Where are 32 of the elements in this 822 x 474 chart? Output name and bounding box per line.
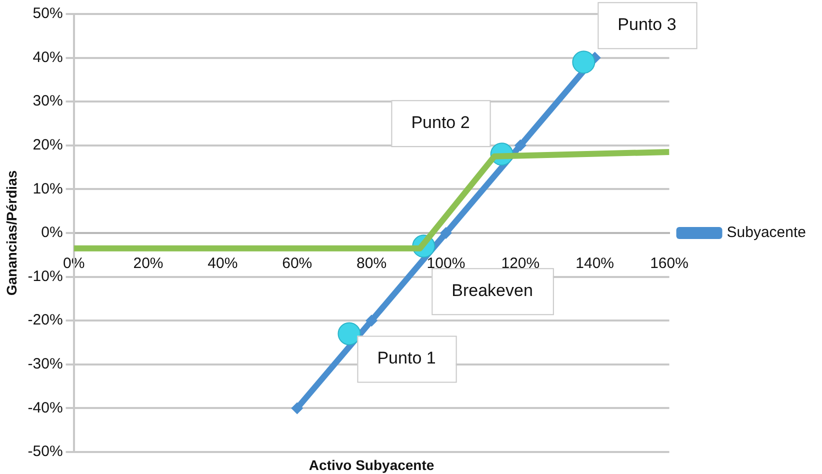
x-tick-label: 100%: [426, 255, 466, 272]
annotation: Punto 2: [411, 112, 470, 132]
x-tick-label: 20%: [133, 255, 164, 272]
y-tick-label: -10%: [28, 268, 63, 285]
annotation: Punto 1: [377, 348, 436, 368]
point: [572, 50, 596, 74]
point: [440, 227, 452, 239]
y-tick-label: -50%: [28, 443, 63, 460]
x-tick-label: 140%: [576, 255, 614, 272]
x-axis-title: Activo Subyacente: [308, 456, 434, 473]
y-tick-label: 10%: [32, 180, 63, 198]
point: [366, 314, 378, 327]
y-tick-label: 40%: [32, 48, 63, 66]
annotation: Breakeven: [452, 280, 533, 300]
y-tick-label: -40%: [28, 399, 63, 416]
x-tick-label: 60%: [282, 255, 312, 272]
y-tick-label: 50%: [32, 5, 63, 22]
point: [291, 402, 304, 414]
y-tick-label: -30%: [28, 356, 63, 373]
point: [338, 322, 361, 346]
y-tick-label: -20%: [28, 312, 63, 329]
annotation: Punto 3: [618, 14, 676, 34]
x-tick-label: 80%: [356, 255, 387, 272]
point: [514, 139, 526, 152]
x-tick-label: 160%: [650, 255, 688, 272]
y-tick-label: 0%: [41, 224, 63, 242]
y-axis-title: Ganancias/Pérdias: [3, 170, 20, 296]
y-tick-label: 20%: [32, 136, 63, 154]
x-tick-label: 40%: [208, 255, 238, 272]
y-tick-label: 30%: [32, 92, 63, 110]
legend-label: Subyacente: [726, 224, 806, 242]
x-tick-label: 120%: [501, 255, 540, 272]
